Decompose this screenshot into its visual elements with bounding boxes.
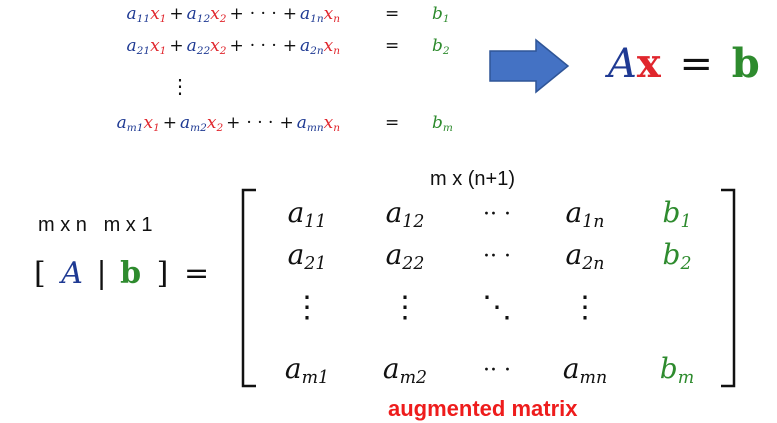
augmented-matrix-caption: augmented matrix — [388, 396, 578, 421]
equation-equals: = — [385, 4, 400, 24]
operator: + — [229, 4, 244, 24]
operator: + — [229, 36, 244, 56]
operator: + — [169, 4, 184, 24]
matrix-ellipsis: ⋮ — [292, 290, 322, 325]
operator: · · · — [249, 4, 277, 24]
coefficient: a21 — [126, 36, 151, 57]
notation-A: A — [61, 256, 83, 291]
operator: + — [279, 113, 294, 133]
matrix-coefficient: a2n — [565, 238, 605, 274]
coefficient: a22 — [186, 36, 211, 57]
matrix-coefficient: a21 — [287, 238, 327, 274]
coefficient: a2n — [299, 36, 324, 57]
separator-bar: | — [96, 256, 107, 291]
component-dimension-label: m x n m x 1 — [38, 214, 153, 236]
equation-rhs: b2 — [432, 36, 450, 57]
compact-equation: Ax = b — [608, 40, 760, 87]
coefficient: a11 — [126, 4, 151, 25]
matrix-coefficient: am2 — [382, 352, 428, 388]
matrix-coefficient: am1 — [284, 352, 330, 388]
variable: xn — [323, 36, 340, 57]
matrix-left-bracket — [241, 188, 256, 388]
variable: x1 — [143, 113, 160, 134]
notation-equals: = — [183, 256, 210, 291]
close-bracket: ] — [156, 256, 169, 291]
vector-b: b — [731, 40, 760, 87]
matrix-ellipsis: ⋮ — [570, 290, 600, 325]
matrix-rhs-entry: bm — [659, 352, 695, 388]
coefficient: amn — [296, 113, 324, 134]
matrix-ellipsis: ·· · — [483, 244, 511, 269]
operator: + — [282, 4, 297, 24]
variable: xn — [323, 4, 340, 25]
matrix-coefficient: a12 — [385, 196, 425, 232]
compact-equals: = — [679, 41, 713, 87]
right-arrow-icon — [489, 38, 570, 94]
augmented-dimension-label: m x (n+1) — [430, 168, 516, 190]
matrix-ellipsis: ⋮ — [390, 290, 420, 325]
variable: x2 — [206, 113, 224, 134]
matrix-coefficient: a22 — [385, 238, 425, 274]
operator: + — [162, 113, 178, 133]
equation-equals: = — [385, 36, 400, 56]
arrow-shape — [489, 38, 570, 94]
matrix-ellipsis: ⋱ — [482, 290, 512, 325]
operator: + — [226, 113, 241, 133]
augmented-notation: [ A | b ] = — [34, 256, 209, 291]
operator: · · · — [246, 113, 274, 133]
variable: x1 — [150, 36, 167, 57]
equation-equals: = — [385, 113, 400, 133]
coefficient: a1n — [299, 4, 324, 25]
matrix-coefficient: a1n — [565, 196, 605, 232]
operator: + — [169, 36, 184, 56]
equation-rhs: b1 — [432, 4, 450, 25]
operator: + — [282, 36, 297, 56]
open-bracket: [ — [34, 256, 46, 291]
matrix-rhs-entry: b1 — [662, 196, 692, 232]
variable: xn — [323, 113, 340, 134]
variable: x2 — [210, 4, 227, 25]
equation-vdots: ⋮ — [170, 74, 190, 98]
equation-rhs: bm — [432, 113, 453, 134]
matrix-rhs-entry: b2 — [662, 238, 692, 274]
notation-b: b — [120, 256, 142, 291]
matrix-coefficient: amn — [562, 352, 608, 388]
matrix-A: A — [608, 41, 637, 87]
equation-lhs: am1x1 + am2x2 + · · · + amnxn — [117, 113, 340, 138]
equation-lhs: a11x1 + a12x2 + · · · + a1nxn — [127, 4, 340, 29]
operator: · · · — [249, 36, 277, 56]
variable: x1 — [150, 4, 167, 25]
variable: x2 — [210, 36, 227, 57]
vector-x: x — [636, 40, 661, 87]
coefficient: a12 — [186, 4, 211, 25]
matrix-ellipsis: ·· · — [483, 202, 511, 227]
matrix-right-bracket — [721, 188, 736, 388]
equation-lhs: a21x1 + a22x2 + · · · + a2nxn — [127, 36, 340, 61]
matrix-ellipsis: ·· · — [483, 358, 511, 383]
coefficient: am1 — [116, 113, 144, 134]
matrix-coefficient: a11 — [287, 196, 327, 232]
coefficient: am2 — [180, 113, 207, 134]
